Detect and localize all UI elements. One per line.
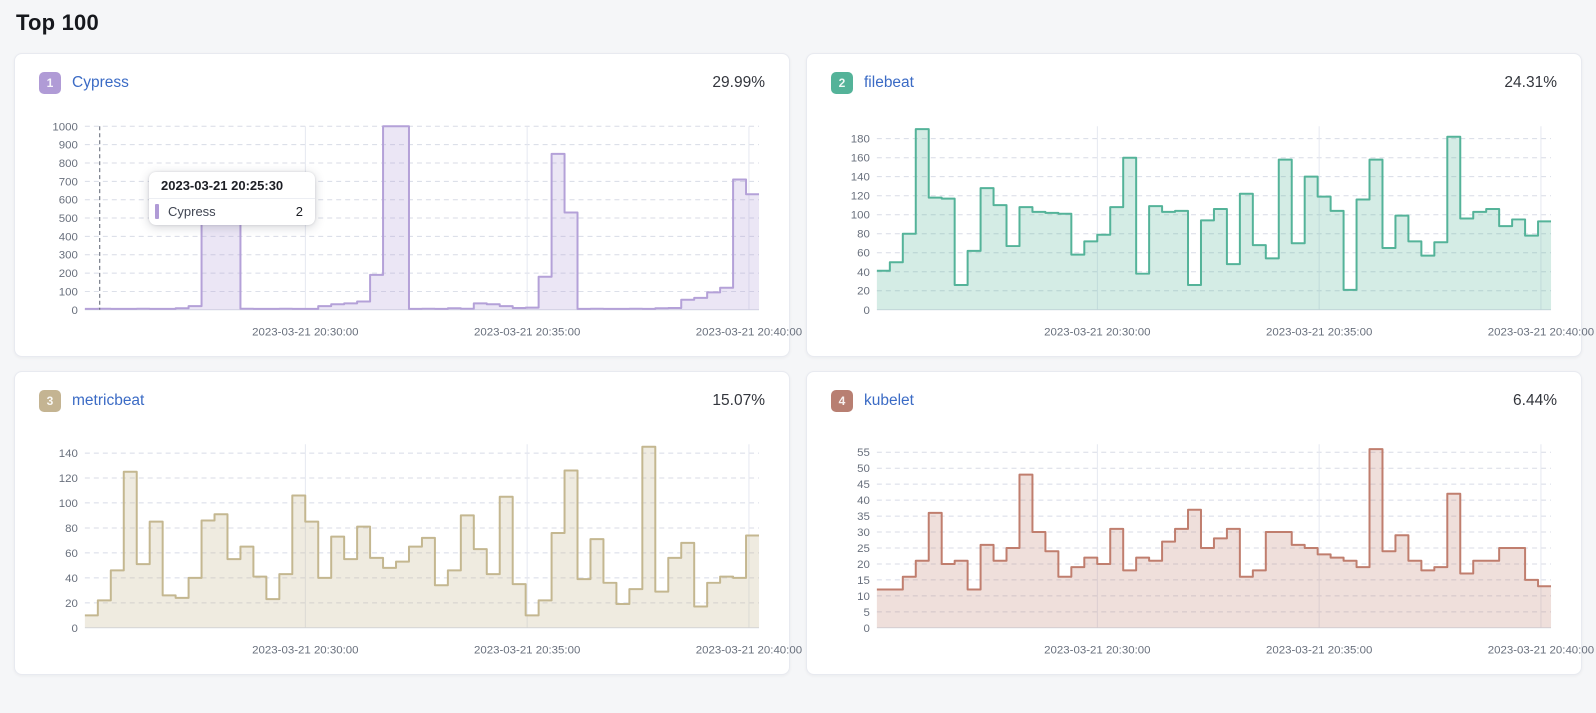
svg-text:400: 400 xyxy=(59,231,78,243)
percent-value: 24.31% xyxy=(1504,74,1557,91)
rank-badge: 1 xyxy=(39,72,61,94)
svg-text:120: 120 xyxy=(851,191,870,203)
svg-text:35: 35 xyxy=(857,511,870,523)
svg-text:5: 5 xyxy=(864,607,870,619)
svg-text:15: 15 xyxy=(857,575,870,587)
chart-svg: 0 20 40 60 80 100 120 140 160 180 2023-03-21 20:30… xyxy=(851,126,1594,339)
card-header: 2 filebeat 24.31% xyxy=(831,72,1557,94)
svg-text:0: 0 xyxy=(864,305,870,317)
svg-text:60: 60 xyxy=(857,248,870,260)
percent-value: 29.99% xyxy=(712,74,765,91)
svg-text:2023-03-21 20:40:00: 2023-03-21 20:40:00 xyxy=(696,645,802,657)
svg-text:300: 300 xyxy=(59,250,78,262)
svg-text:80: 80 xyxy=(857,229,870,241)
percent-value: 15.07% xyxy=(712,392,765,409)
svg-text:50: 50 xyxy=(857,463,870,475)
svg-text:120: 120 xyxy=(59,473,78,485)
percent-value: 6.44% xyxy=(1513,392,1557,409)
chart-svg: 0 5 10 15 20 25 30 35 40 45 50 55 2023-03-21 20:30:0… xyxy=(857,444,1594,657)
tooltip-timestamp: 2023-03-21 20:25:30 xyxy=(149,172,315,199)
area-line xyxy=(876,128,1552,291)
svg-text:100: 100 xyxy=(59,286,78,298)
svg-text:0: 0 xyxy=(72,305,78,317)
chart-card-kubelet: 4 kubelet 6.44% 0 5 10 15 20 25 30 35 40 45 50 55 20… xyxy=(806,371,1594,675)
svg-text:2023-03-21 20:30:00: 2023-03-21 20:30:00 xyxy=(252,645,358,657)
svg-text:2023-03-21 20:40:00: 2023-03-21 20:40:00 xyxy=(1488,645,1594,657)
svg-text:700: 700 xyxy=(59,176,78,188)
card-header: 4 kubelet 6.44% xyxy=(831,390,1557,412)
tooltip-series-row: Cypress 2 xyxy=(149,199,315,225)
series-link-cypress[interactable]: Cypress xyxy=(72,74,129,91)
series-link-metricbeat[interactable]: metricbeat xyxy=(72,392,145,409)
area-chart-kubelet[interactable]: 0 5 10 15 20 25 30 35 40 45 50 55 2023-03-21 20:30:0… xyxy=(831,438,1594,663)
svg-text:900: 900 xyxy=(59,140,78,152)
svg-text:2023-03-21 20:30:00: 2023-03-21 20:30:00 xyxy=(1044,645,1150,657)
svg-text:2023-03-21 20:30:00: 2023-03-21 20:30:00 xyxy=(252,327,358,339)
chart-card-filebeat: 2 filebeat 24.31% 0 20 40 60 80 100 120 140 160 1… xyxy=(806,53,1594,357)
svg-text:140: 140 xyxy=(851,172,870,184)
card-header: 1 Cypress 29.99% xyxy=(39,72,765,94)
svg-text:140: 140 xyxy=(59,448,78,460)
area-line xyxy=(84,445,760,617)
area-line xyxy=(84,125,760,310)
tooltip-series-value: 2 xyxy=(295,204,303,219)
svg-text:2023-03-21 20:40:00: 2023-03-21 20:40:00 xyxy=(1488,327,1594,339)
area-chart-filebeat[interactable]: 0 20 40 60 80 100 120 140 160 180 2023-03-21 20:30… xyxy=(831,120,1594,345)
svg-text:40: 40 xyxy=(65,573,78,585)
rank-badge: 2 xyxy=(831,72,853,94)
svg-text:30: 30 xyxy=(857,527,870,539)
svg-text:100: 100 xyxy=(59,498,78,510)
svg-text:20: 20 xyxy=(857,559,870,571)
page-title: Top 100 xyxy=(16,10,99,35)
svg-text:180: 180 xyxy=(851,134,870,146)
svg-text:0: 0 xyxy=(72,623,78,635)
svg-text:60: 60 xyxy=(65,548,78,560)
svg-text:0: 0 xyxy=(864,623,870,635)
svg-text:100: 100 xyxy=(851,210,870,222)
card-header: 3 metricbeat 15.07% xyxy=(39,390,765,412)
tooltip-series-marker xyxy=(155,204,159,219)
svg-text:160: 160 xyxy=(851,153,870,165)
svg-text:55: 55 xyxy=(857,447,870,459)
svg-text:10: 10 xyxy=(857,591,870,603)
cards-grid: 1 Cypress 29.99% 0 100 200 300 400 500 600 700 8… xyxy=(14,53,1594,675)
svg-text:600: 600 xyxy=(59,195,78,207)
svg-text:2023-03-21 20:30:00: 2023-03-21 20:30:00 xyxy=(1044,327,1150,339)
svg-text:2023-03-21 20:35:00: 2023-03-21 20:35:00 xyxy=(1266,327,1372,339)
svg-text:40: 40 xyxy=(857,495,870,507)
area-line xyxy=(876,448,1552,591)
chart-card-cypress: 1 Cypress 29.99% 0 100 200 300 400 500 600 700 8… xyxy=(14,53,802,357)
svg-text:20: 20 xyxy=(65,598,78,610)
rank-badge: 3 xyxy=(39,390,61,412)
page: Top 100 1 Cypress 29.99% 0 100 200 300 400 50… xyxy=(14,10,1594,675)
svg-text:2023-03-21 20:35:00: 2023-03-21 20:35:00 xyxy=(1266,645,1372,657)
area-chart-metricbeat[interactable]: 0 20 40 60 80 100 120 140 2023-03-21 20:30:00 202… xyxy=(39,438,802,663)
area-chart-cypress[interactable]: 0 100 200 300 400 500 600 700 800 900 1000 2023-03-… xyxy=(39,120,802,345)
svg-text:40: 40 xyxy=(857,267,870,279)
chart-tooltip: 2023-03-21 20:25:30 Cypress 2 xyxy=(149,172,315,225)
svg-text:80: 80 xyxy=(65,523,78,535)
svg-text:500: 500 xyxy=(59,213,78,225)
series-link-kubelet[interactable]: kubelet xyxy=(864,392,914,409)
svg-text:2023-03-21 20:35:00: 2023-03-21 20:35:00 xyxy=(474,327,580,339)
svg-text:25: 25 xyxy=(857,543,870,555)
svg-text:200: 200 xyxy=(59,268,78,280)
svg-text:45: 45 xyxy=(857,479,870,491)
svg-text:800: 800 xyxy=(59,158,78,170)
svg-text:2023-03-21 20:40:00: 2023-03-21 20:40:00 xyxy=(696,327,802,339)
area-fill xyxy=(84,446,760,628)
svg-text:1000: 1000 xyxy=(52,121,77,133)
chart-svg: 0 100 200 300 400 500 600 700 800 900 1000 2023-03-… xyxy=(52,121,802,339)
svg-text:20: 20 xyxy=(857,286,870,298)
tooltip-series-label: Cypress xyxy=(168,204,216,219)
chart-card-metricbeat: 3 metricbeat 15.07% 0 20 40 60 80 100 120 140 20… xyxy=(14,371,802,675)
chart-svg: 0 20 40 60 80 100 120 140 2023-03-21 20:30:00 202… xyxy=(59,444,802,657)
svg-text:2023-03-21 20:35:00: 2023-03-21 20:35:00 xyxy=(474,645,580,657)
series-link-filebeat[interactable]: filebeat xyxy=(864,74,914,91)
rank-badge: 4 xyxy=(831,390,853,412)
